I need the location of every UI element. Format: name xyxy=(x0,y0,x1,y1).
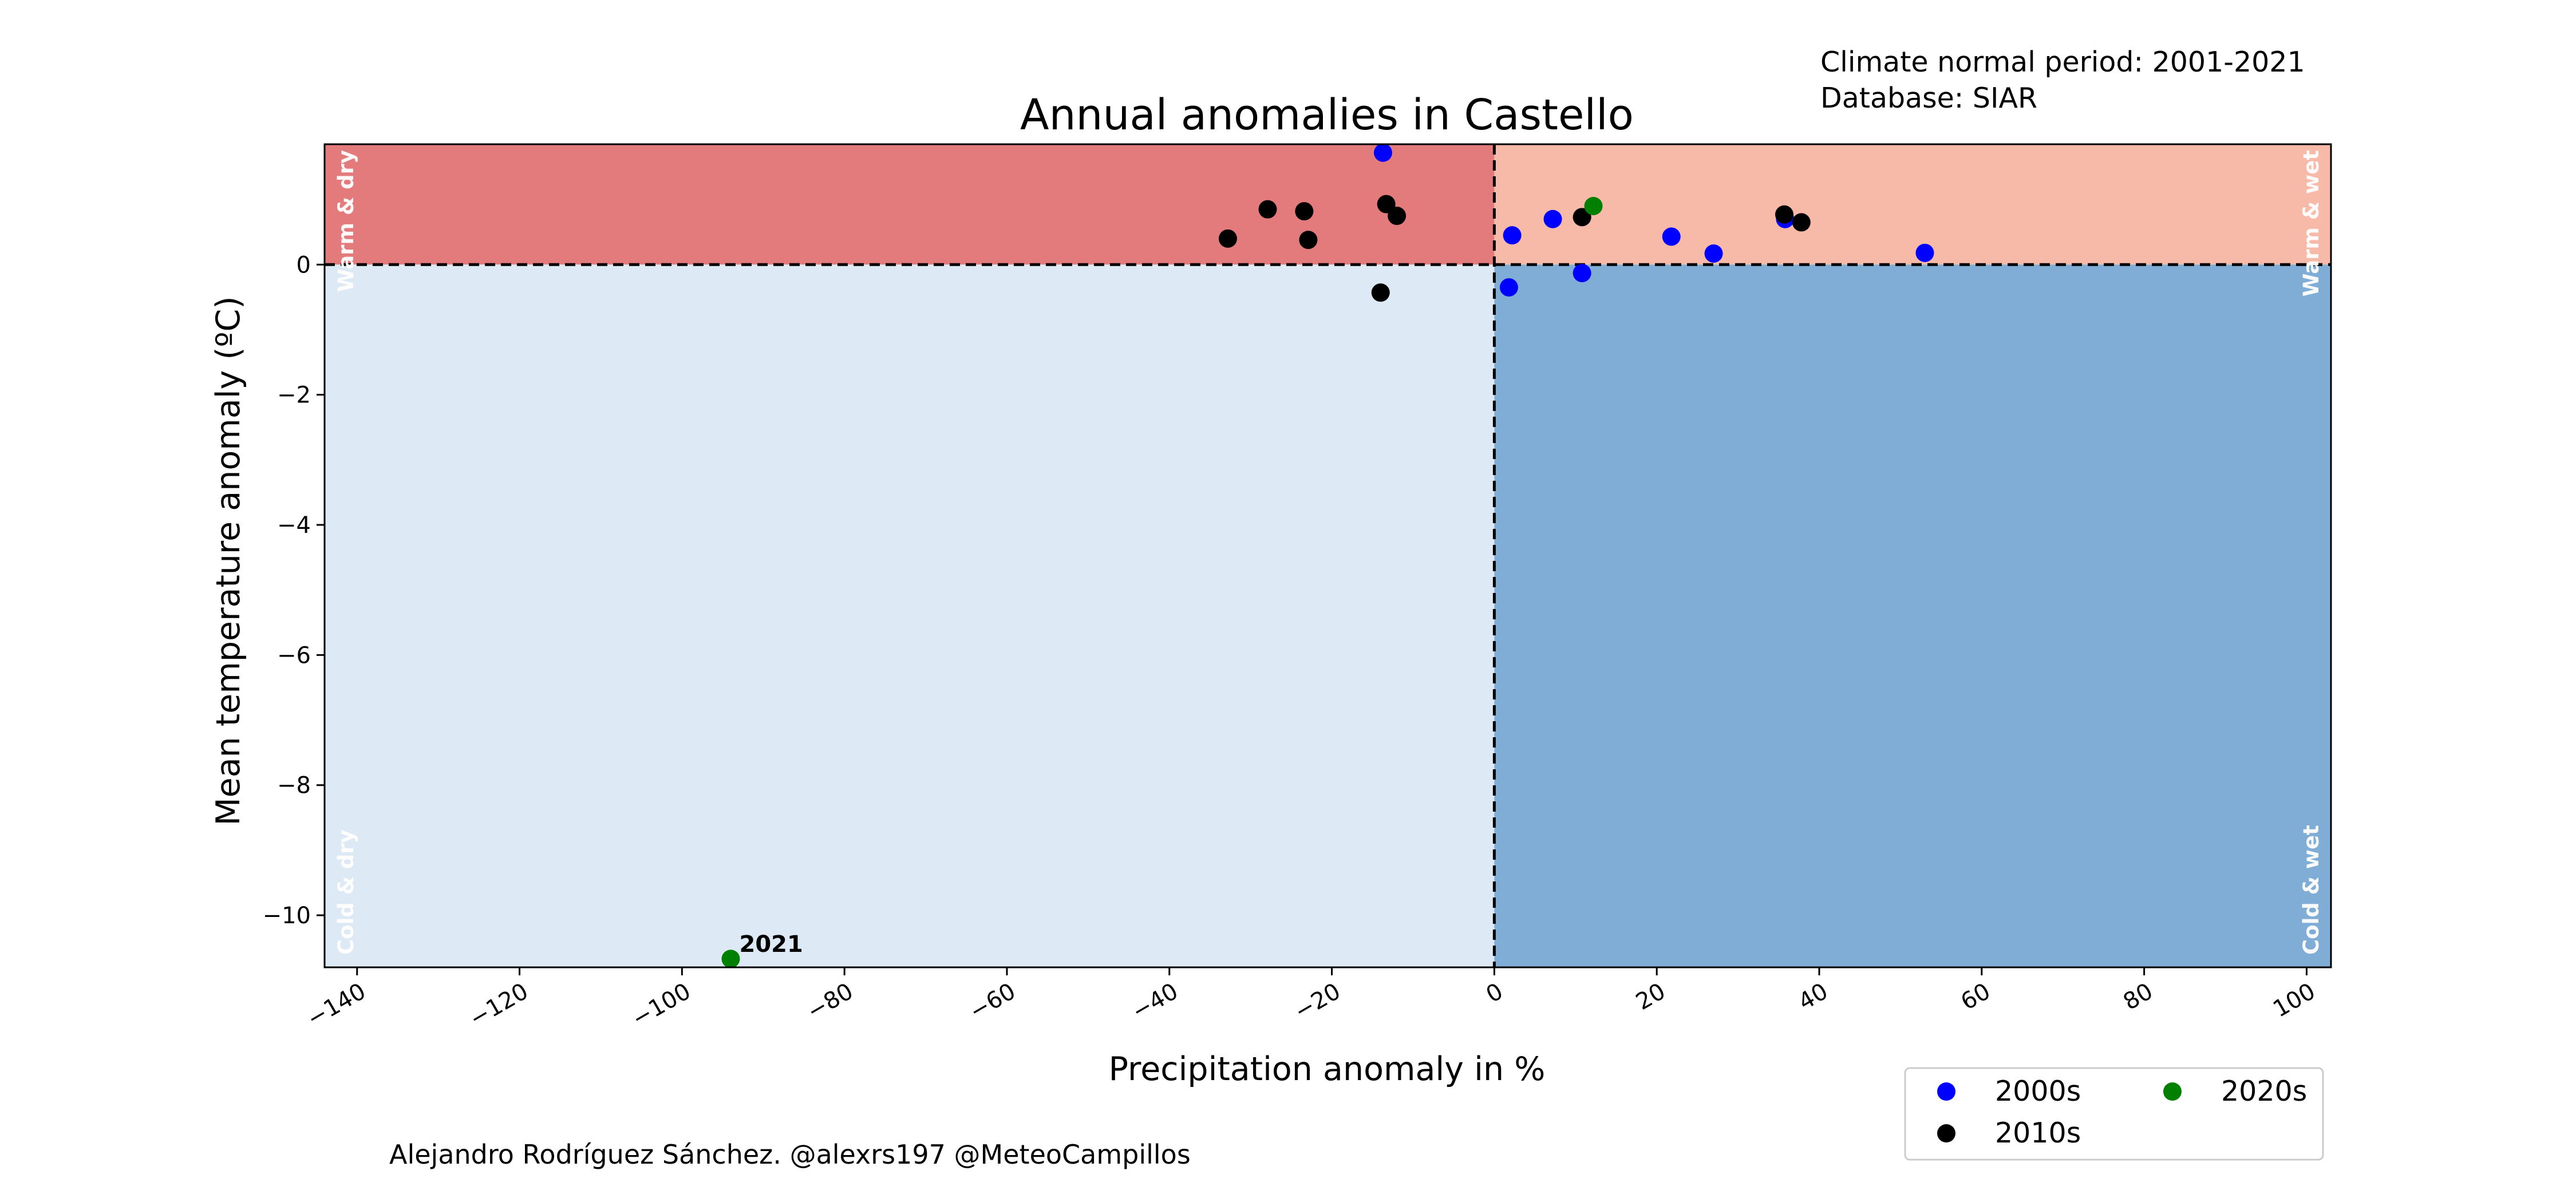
data-point-2010s-8 xyxy=(1775,205,1793,224)
data-point-2000s-5 xyxy=(1662,227,1681,246)
x-axis-label: Precipitation anomaly in % xyxy=(1109,1050,1546,1088)
data-point-2010s-2 xyxy=(1295,202,1314,221)
quadrant-label-warm-dry: Warm & dry xyxy=(334,150,358,292)
y-tick-label: −8 xyxy=(277,773,311,799)
data-point-2000s-4 xyxy=(1499,278,1518,297)
x-tick-label: −140 xyxy=(303,978,370,1033)
quadrant-label-cold-dry: Cold & dry xyxy=(334,829,358,955)
plot-frame xyxy=(323,143,2332,968)
legend-marker-2010s xyxy=(1937,1124,1955,1142)
legend-box xyxy=(1904,1067,2324,1161)
y-tick-label: 0 xyxy=(297,252,311,278)
data-point-2010s-9 xyxy=(1792,213,1811,232)
data-point-2010s-3 xyxy=(1299,231,1318,250)
data-point-2000s-8 xyxy=(1915,243,1934,262)
data-point-2000s-1 xyxy=(1503,226,1522,245)
legend-marker-2000s xyxy=(1937,1082,1955,1101)
y-tick-label: −10 xyxy=(263,903,311,929)
data-point-2000s-3 xyxy=(1573,264,1591,283)
data-point-2010s-5 xyxy=(1388,207,1406,226)
y-axis-label: Mean temperature anomaly (ºC) xyxy=(210,296,247,825)
y-tick-label: −2 xyxy=(277,382,311,409)
x-tick-label: −20 xyxy=(1290,978,1345,1025)
y-axis-ticks: 0 −2 −4 −6 −8 −10 xyxy=(263,252,325,929)
x-tick-label: −100 xyxy=(627,978,695,1033)
x-axis-ticks: −140 −120 −100 −80 −60 −40 −20 0 20 40 60 80 100 xyxy=(303,967,2320,1033)
x-tick-label: 60 xyxy=(1957,978,1995,1015)
quadrant-label-cold-wet: Cold & wet xyxy=(2299,825,2324,955)
data-point-2010s-4 xyxy=(1377,195,1396,213)
legend-label-2000s: 2000s xyxy=(1995,1075,2081,1108)
data-point-2020s-1 xyxy=(721,950,740,968)
x-tick-label: 80 xyxy=(2119,978,2158,1015)
quadrant-warm-wet xyxy=(1494,144,2331,265)
quadrant-label-warm-wet: Warm & wet xyxy=(2299,150,2324,296)
quadrant-warm-dry xyxy=(325,144,1495,265)
chart-title: Annual anomalies in Castello xyxy=(1020,90,1634,140)
quadrant-cold-wet xyxy=(1494,264,2331,967)
data-point-2000s-2 xyxy=(1543,209,1562,228)
y-tick-label: −4 xyxy=(277,512,311,539)
data-points xyxy=(721,143,1934,968)
x-tick-label: −60 xyxy=(965,978,1020,1025)
data-point-2000s-6 xyxy=(1704,244,1723,263)
x-tick-label: −80 xyxy=(803,978,858,1025)
author-credit: Alejandro Rodríguez Sánchez. @alexrs197 … xyxy=(389,1139,1191,1170)
point-annotation-2021: 2021 xyxy=(740,931,803,958)
data-point-2010s-7 xyxy=(1573,208,1591,227)
climate-normal-period-text: Climate normal period: 2001-2021 xyxy=(1820,46,2305,78)
data-point-2010s-0 xyxy=(1218,229,1237,248)
x-tick-label: 0 xyxy=(1481,978,1507,1009)
x-tick-label: 40 xyxy=(1794,978,1832,1015)
data-point-2020s-0 xyxy=(1584,196,1603,215)
data-point-2010s-6 xyxy=(1371,283,1390,302)
legend-marker-2020s xyxy=(2163,1082,2182,1101)
database-text: Database: SIAR xyxy=(1820,82,2037,114)
x-tick-label: 100 xyxy=(2269,978,2320,1023)
y-tick-label: −6 xyxy=(277,642,311,669)
x-tick-label: −120 xyxy=(465,978,532,1033)
quadrant-cold-dry xyxy=(325,264,1495,967)
legend: 2000s 2010s 2020s xyxy=(1904,1067,2324,1161)
data-point-2010s-1 xyxy=(1258,200,1277,219)
data-point-2000s-0 xyxy=(1373,143,1392,162)
legend-label-2020s: 2020s xyxy=(2221,1075,2307,1108)
x-tick-label: 20 xyxy=(1631,978,1670,1015)
x-tick-label: −40 xyxy=(1128,978,1183,1025)
legend-label-2010s: 2010s xyxy=(1995,1117,2081,1149)
